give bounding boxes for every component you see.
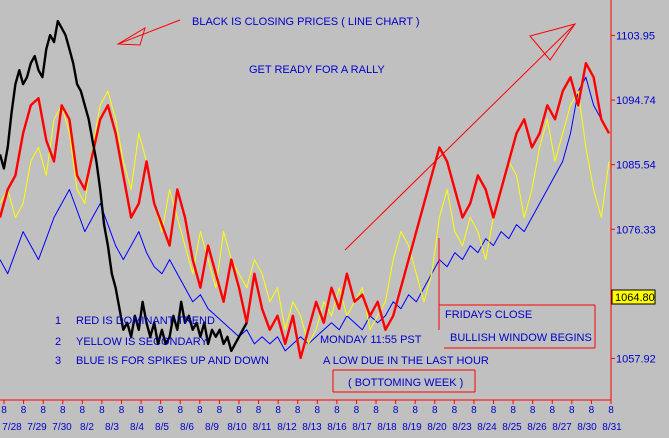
x-tick-label-bottom: 8/25 [502,422,522,433]
x-tick-label-bottom: 8/19 [402,422,422,433]
series-layer [0,19,611,360]
x-tick-label-top: 8 [589,405,595,416]
last-value-badge: 1064.80 [611,289,656,305]
legend-1-text: RED IS DOMINANT TREND [76,315,215,327]
fridays-note: FRIDAYS CLOSE [445,309,532,321]
series-line-000000 [0,19,248,353]
monday-note: MONDAY 11:55 PST [320,334,422,346]
x-tick-label-top: 8 [569,405,575,416]
x-tick-label-top: 8 [236,405,242,416]
rally-note: GET READY FOR A RALLY [249,64,385,76]
y-tick-label: 1094.74 [616,95,656,107]
x-tick-label-bottom: 8/30 [577,422,597,433]
x-tick-label-bottom: 8/20 [427,422,447,433]
x-tick-label-bottom: 8/12 [277,422,297,433]
x-tick-label-top: 8 [177,405,183,416]
x-tick-label-top: 8 [256,405,262,416]
x-tick-label-top: 8 [80,405,86,416]
x-tick-label-bottom: 7/30 [52,422,72,433]
x-tick-label-bottom: 8/6 [180,422,194,433]
x-tick-label-top: 8 [510,405,516,416]
x-tick-label-top: 8 [217,405,223,416]
x-tick-label-top: 8 [315,405,321,416]
x-tick-label-bottom: 8/31 [602,422,622,433]
x-tick-label-top: 8 [354,405,360,416]
x-tick-label-bottom: 8/2 [80,422,94,433]
x-tick-label-top: 8 [275,405,281,416]
legend-3-num: 3 [55,355,61,367]
x-tick-label-top: 8 [491,405,497,416]
bracket-low [332,369,476,393]
x-tick-label-top: 8 [119,405,125,416]
x-tick-label-top: 8 [158,405,164,416]
x-tick-label-bottom: 8/5 [155,422,169,433]
y-tick-label: 1085.54 [616,160,656,172]
arrow-top-left [116,19,181,46]
x-tick-label-top: 8 [21,405,27,416]
x-tick-label-bottom: 7/29 [27,422,47,433]
x-tick-label-top: 8 [412,405,418,416]
y-tick-label: 1057.92 [616,353,656,365]
x-tick-label-top: 8 [197,405,203,416]
y-tick-label: 1076.33 [616,224,656,236]
x-tick-label-top: 8 [471,405,477,416]
x-tick-label-bottom: 8/9 [205,422,219,433]
x-tick-label-bottom: 8/24 [477,422,497,433]
legend-1-num: 1 [55,315,61,327]
black-note: BLACK IS CLOSING PRICES ( LINE CHART ) [192,16,420,28]
x-tick-label-bottom: 8/11 [253,422,272,433]
x-tick-label-bottom: 8/27 [552,422,572,433]
bullish-note: BULLISH WINDOW BEGINS [450,332,592,344]
arrow-rally [344,23,577,251]
x-tick-label-bottom: 7/28 [2,422,22,433]
x-tick-label-top: 8 [549,405,555,416]
x-tick-label-top: 8 [1,405,7,416]
x-tick-label-bottom: 8/3 [105,422,119,433]
y-tick-label: 1103.95 [616,30,655,42]
x-tick-label-top: 8 [334,405,340,416]
x-tick-label-bottom: 8/10 [227,422,247,433]
x-tick-label-top: 8 [40,405,46,416]
x-tick-label-top: 8 [452,405,458,416]
x-axis-ticks: 8 8 8 8 8 8 8 8 8 8 8 8 8 8 8 8 8 8 8 8 8 8 8 8 8 8 8 8 8 8 8 8 7/28 7/29… [1,400,622,433]
x-tick-label-top: 8 [99,405,105,416]
x-tick-label-bottom: 8/23 [452,422,472,433]
bottoming-note: ( BOTTOMING WEEK ) [348,377,463,389]
x-tick-label-bottom: 8/17 [352,422,372,433]
legend-2-num: 2 [55,336,61,348]
x-tick-label-top: 8 [530,405,536,416]
series-line-ff0000 [0,62,611,360]
x-tick-label-top: 8 [393,405,399,416]
x-tick-label-bottom: 8/16 [327,422,347,433]
bracket-fridays [438,238,596,349]
last-value-text: 1064.80 [615,292,655,304]
x-tick-label-bottom: 8/13 [302,422,322,433]
x-tick-label-top: 8 [295,405,301,416]
x-tick-label-top: 8 [373,405,379,416]
legend-3-text: BLUE IS FOR SPIKES UP AND DOWN [76,355,269,367]
x-tick-label-bottom: 8/26 [527,422,547,433]
x-tick-label-top: 8 [60,405,66,416]
x-tick-label-top: 8 [138,405,144,416]
x-tick-label-bottom: 8/4 [130,422,144,433]
x-tick-label-bottom: 8/18 [377,422,397,433]
low-note: A LOW DUE IN THE LAST HOUR [323,355,489,367]
legend-2-text: YELLOW IS SECONDARY [76,336,208,348]
x-tick-label-top: 8 [432,405,438,416]
x-tick-label-top: 8 [608,405,614,416]
